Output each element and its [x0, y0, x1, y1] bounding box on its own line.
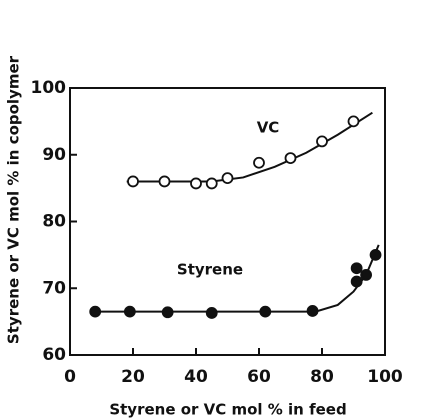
- y-tick-label: 70: [42, 278, 66, 298]
- plot-frame: [69, 87, 386, 356]
- data-point: [369, 248, 382, 261]
- data-point: [360, 268, 373, 281]
- x-tick-label: 100: [367, 367, 403, 387]
- x-tick-label: 20: [121, 367, 145, 387]
- data-point: [350, 275, 363, 288]
- data-point: [205, 307, 218, 319]
- y-tick-label: 60: [42, 345, 66, 365]
- data-point: [127, 175, 139, 188]
- data-point: [205, 177, 218, 190]
- y-tick-label: 80: [42, 212, 66, 232]
- data-point: [316, 135, 328, 148]
- data-point: [284, 152, 297, 164]
- x-tick-label: 80: [310, 367, 334, 387]
- data-point: [221, 172, 234, 185]
- data-point: [253, 156, 265, 169]
- y-tick-label: 90: [42, 145, 66, 165]
- annotation: VC: [257, 119, 280, 137]
- x-axis-label: Styrene or VC mol % in feed: [109, 401, 346, 419]
- annotation: Styrene: [177, 261, 243, 279]
- data-point: [190, 177, 202, 190]
- data-point: [306, 305, 319, 317]
- data-point: [347, 115, 360, 128]
- y-tick-label: 100: [31, 78, 67, 98]
- data-point: [161, 306, 174, 319]
- y-axis-label: Styrene or VC mol % in copolymer: [5, 55, 23, 344]
- fit-curve: [126, 111, 373, 183]
- data-point: [259, 305, 272, 318]
- data-point: [158, 175, 171, 188]
- x-tick-label: 60: [247, 367, 271, 387]
- data-point: [350, 262, 363, 275]
- x-tick-label: 0: [64, 367, 76, 387]
- x-tick-label: 40: [184, 367, 208, 387]
- data-point: [123, 305, 136, 318]
- data-point: [89, 305, 102, 318]
